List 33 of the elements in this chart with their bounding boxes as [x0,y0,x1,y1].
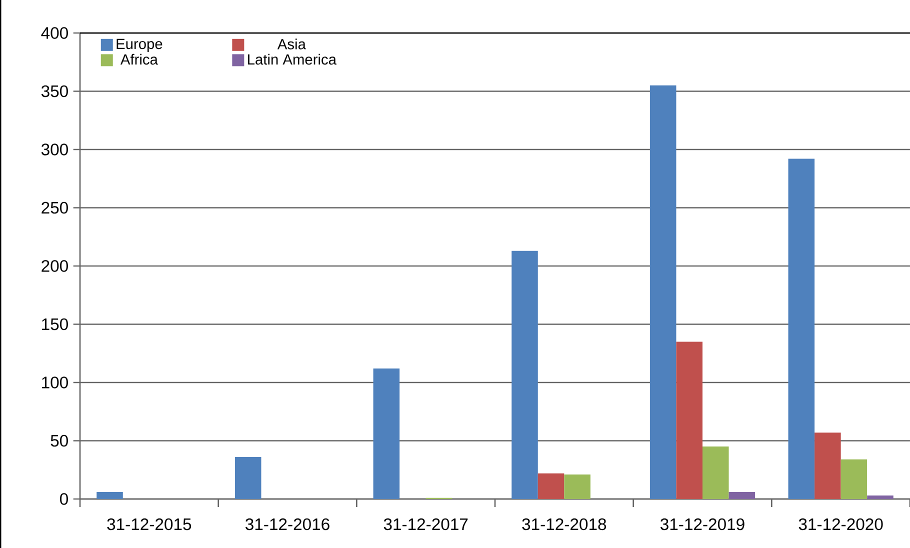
bar [234,457,262,499]
bar [96,492,123,499]
x-tick-label: 31-12-2016 [246,518,330,530]
x-tick-label: 31-12-2019 [660,518,744,530]
y-tick-label: 100 [42,376,68,388]
x-tick-label: 31-12-2020 [798,518,883,530]
bar [650,85,676,499]
bar [564,474,590,499]
bar [788,158,815,499]
legend-label: Africa [120,54,158,65]
bar [867,495,894,499]
y-tick-label: 50 [50,434,68,447]
y-tick-label: 400 [41,27,68,39]
legend-label: Asia [277,38,306,50]
x-tick-label: 31-12-2017 [384,518,468,530]
bar [728,492,756,499]
y-tick-label: 150 [42,318,68,330]
bar [512,250,538,499]
y-tick-label: 200 [42,260,68,272]
legend-label: Latin America [248,54,336,65]
x-tick-label: 31-12-2015 [107,518,192,530]
bar [373,368,400,499]
bar [840,459,868,499]
x-tick-label: 31-12-2018 [522,518,606,530]
bar [702,446,729,499]
y-tick-label: 300 [41,144,68,156]
y-tick-label: 0 [60,493,68,505]
y-tick-label: 250 [42,202,68,214]
bar [676,342,702,499]
bar [538,473,564,499]
legend-label: Europe [116,38,162,52]
y-tick-label: 350 [41,85,68,98]
bar [814,432,841,499]
